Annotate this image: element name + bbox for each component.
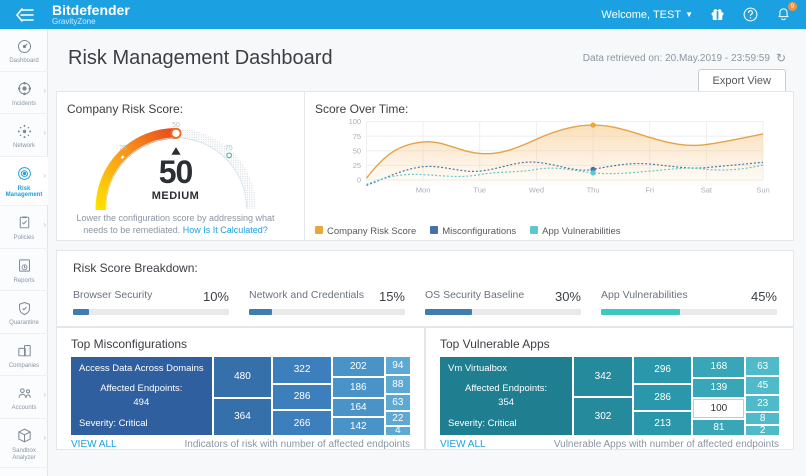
svg-text:Wed: Wed [529,185,544,194]
svg-text:0: 0 [357,176,361,185]
svg-text:50: 50 [172,122,180,129]
svg-text:75: 75 [353,132,361,141]
svg-text:Fri: Fri [645,185,654,194]
svg-text:Thu: Thu [587,185,600,194]
svg-text:25: 25 [353,161,361,170]
svg-text:Sun: Sun [756,185,769,194]
svg-text:Mon: Mon [416,185,431,194]
svg-text:75: 75 [225,145,233,152]
svg-text:100: 100 [349,117,362,126]
svg-text:Sat: Sat [701,185,713,194]
svg-text:25: 25 [119,145,127,152]
svg-text:50: 50 [353,146,361,155]
svg-text:Tue: Tue [473,185,486,194]
